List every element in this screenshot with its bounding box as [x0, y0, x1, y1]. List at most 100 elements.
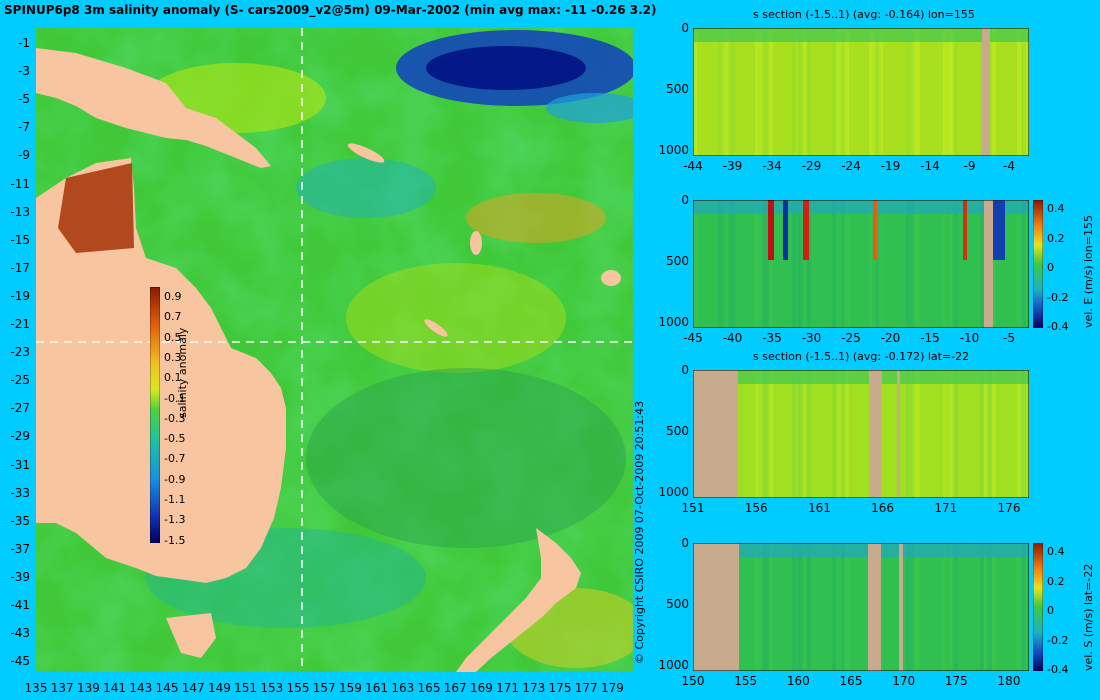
land-vanuatu [470, 231, 482, 255]
colorbar-tick-label: -0.1 [164, 391, 186, 405]
section-x-tick-label: -40 [722, 331, 743, 345]
section-x-tick-label: -24 [841, 159, 861, 173]
lon-tick-label: 155 [286, 681, 310, 695]
section-land-mask [897, 370, 900, 498]
depth-tick-label: 500 [666, 424, 689, 438]
section-x-tick-label: -15 [920, 331, 940, 345]
lat-tick-label: -27 [10, 401, 30, 416]
section-x-tick-label: -44 [683, 159, 703, 173]
velocity-tick-label: -0.2 [1047, 290, 1069, 304]
page-title: SPINUP6p8 3m salinity anomaly (S- cars20… [4, 3, 657, 17]
velocity-tick-label: 0.2 [1047, 231, 1065, 245]
section-plot [693, 370, 1029, 498]
section-land-mask [984, 200, 993, 328]
section-x-tick-label: 176 [997, 501, 1021, 515]
depth-tick-label: 500 [666, 597, 689, 611]
section-x-tick-label: 170 [892, 674, 916, 688]
section-x-tick-label: -45 [683, 331, 703, 345]
section-x-tick-label: 156 [744, 501, 768, 515]
lat-tick-label: -41 [10, 598, 30, 612]
land-australia [36, 158, 286, 583]
lat-tick-label: -35 [10, 513, 30, 528]
section-x-tick-label: 160 [786, 674, 810, 688]
colorbar-tick-label: 0.1 [164, 371, 182, 385]
land-tasmania [166, 613, 216, 658]
section-x-tick-label: 161 [807, 501, 831, 515]
velocity-tick-label: -0.4 [1047, 320, 1069, 333]
depth-tick-label: 1000 [658, 143, 689, 157]
colorbar-title: salinity anomaly [176, 327, 189, 418]
colorbar-tick-label: -0.9 [164, 472, 186, 486]
lon-tick-label: 139 [76, 681, 100, 695]
section-x-tick-label: -14 [920, 159, 940, 173]
section-plot [693, 543, 1029, 671]
lon-tick-label: 143 [129, 681, 153, 695]
land-new-caledonia [424, 319, 448, 337]
lon-tick-label: 173 [522, 681, 546, 695]
lat-tick-label: -31 [10, 457, 30, 472]
section-x-tick-label: 166 [871, 501, 895, 515]
lon-tick-label: 145 [155, 681, 179, 695]
depth-tick-label: 500 [666, 82, 689, 96]
high-salinity-gulf [58, 163, 134, 253]
lat-tick-label: -5 [18, 92, 30, 107]
colorbar-tick-label: -1.1 [164, 493, 186, 506]
lat-tick-label: -37 [10, 541, 30, 556]
section-x-tick-label: 155 [734, 674, 758, 688]
lat-tick-label: -43 [10, 626, 30, 641]
section-x-tick-label: -4 [1003, 159, 1015, 173]
lat-tick-label: -45 [10, 654, 30, 669]
lon-tick-label: 177 [574, 681, 598, 695]
lon-tick-label: 147 [181, 681, 205, 695]
section-x-tick-label: -34 [762, 159, 782, 173]
colorbar-tick-label: 0.3 [164, 350, 182, 364]
colorbar-tick-label: -0.3 [164, 411, 186, 425]
lon-tick-label: 153 [260, 681, 284, 695]
copyright-text: © Copyright CSIRO 2009 07-Oct-2009 20:51… [633, 400, 646, 664]
section-x-tick-label: 150 [681, 674, 705, 688]
colorbar-tick-label: 0.9 [164, 290, 182, 303]
lat-tick-label: -15 [10, 232, 30, 247]
section-x-tick-label: -5 [1003, 331, 1015, 345]
section-x-tick-label: -19 [880, 159, 901, 173]
depth-tick-label: 500 [666, 254, 689, 268]
land-fiji [601, 270, 621, 286]
land-solomon-islands [347, 143, 385, 163]
lon-tick-label: 135 [24, 681, 48, 695]
depth-tick-label: 1000 [658, 658, 689, 672]
colorbar-tick-label: -0.5 [164, 432, 186, 446]
section-panel-title: s section (-1.5..1) (avg: -0.172) lat=-2… [753, 350, 970, 363]
lat-tick-label: -9 [18, 148, 30, 163]
lat-tick-label: -39 [10, 569, 30, 584]
map-canvas [36, 28, 633, 672]
section-plot [693, 200, 1029, 328]
lon-tick-label: 149 [207, 681, 231, 695]
colorbar-tick-label: -1.5 [164, 533, 186, 547]
land-new-guinea [36, 48, 271, 168]
velocity-tick-label: 0.4 [1047, 202, 1065, 215]
velocity-colorbar [1033, 200, 1043, 328]
section-panel-title: s section (-1.5..1) (avg: -0.164) lon=15… [753, 8, 975, 21]
section-x-tick-label: 165 [839, 674, 863, 688]
lat-tick-label: -1 [18, 36, 30, 50]
section-x-tick-label: 171 [934, 501, 958, 515]
velocity-scale-title: vel. E (m/s) lon=155 [1082, 215, 1095, 328]
colorbar-tick-label: 0.7 [164, 310, 182, 324]
depth-tick-label: 0 [681, 193, 689, 207]
lat-tick-label: -13 [10, 204, 30, 219]
lon-tick-label: 151 [234, 681, 258, 695]
lon-tick-label: 171 [496, 681, 520, 695]
lon-tick-label: 165 [417, 681, 441, 695]
section-x-tick-label: -9 [963, 159, 976, 173]
lon-tick-label: 175 [548, 681, 572, 695]
section-x-tick-label: -20 [880, 331, 901, 345]
section-land-mask [869, 370, 882, 498]
section-x-tick-label: -30 [801, 331, 822, 345]
velocity-tick-label: 0.4 [1047, 545, 1065, 558]
depth-tick-label: 1000 [658, 315, 689, 329]
section-land-mask [693, 370, 738, 498]
lat-tick-label: -23 [10, 345, 30, 360]
lon-tick-label: 169 [469, 681, 493, 695]
section-x-tick-label: 180 [997, 674, 1021, 688]
salinity-map[interactable] [36, 28, 633, 672]
